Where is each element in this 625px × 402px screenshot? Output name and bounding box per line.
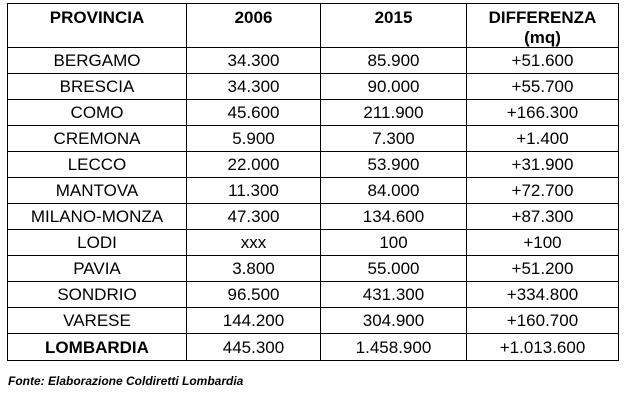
row-value-2006: 45.600 — [186, 99, 321, 126]
table-row: MILANO-MONZA 47.300 134.600 +87.300 — [7, 203, 619, 230]
row-difference: +166.300 — [466, 99, 619, 126]
total-value-2006: 445.300 — [186, 333, 321, 361]
total-difference: +1.013.600 — [466, 333, 619, 361]
row-value-2006: 47.300 — [186, 203, 321, 230]
row-value-2015: 84.000 — [320, 177, 467, 204]
row-provincia: MILANO-MONZA — [7, 203, 187, 230]
table-row: BRESCIA 34.300 90.000 +55.700 — [7, 73, 619, 100]
total-label: LOMBARDIA — [7, 333, 187, 361]
row-value-2015: 431.300 — [320, 281, 467, 308]
row-difference: +334.800 — [466, 281, 619, 308]
row-value-2006: xxx — [186, 229, 321, 256]
header-provincia: PROVINCIA — [7, 3, 187, 48]
row-value-2015: 85.900 — [320, 47, 467, 74]
row-value-2006: 5.900 — [186, 125, 321, 152]
greenhouse-area-table: PROVINCIA 2006 2015 DIFFERENZA (mq) BERG… — [7, 3, 619, 361]
row-provincia: SONDRIO — [7, 281, 187, 308]
row-provincia: LECCO — [7, 151, 187, 178]
total-value-2015: 1.458.900 — [320, 333, 467, 361]
row-provincia: VARESE — [7, 307, 187, 334]
row-difference: +1.400 — [466, 125, 619, 152]
table-row: BERGAMO 34.300 85.900 +51.600 — [7, 47, 619, 74]
row-value-2015: 55.000 — [320, 255, 467, 282]
row-value-2015: 7.300 — [320, 125, 467, 152]
row-value-2015: 90.000 — [320, 73, 467, 100]
row-difference: +160.700 — [466, 307, 619, 334]
row-difference: +100 — [466, 229, 619, 256]
row-value-2015: 304.900 — [320, 307, 467, 334]
row-provincia: BERGAMO — [7, 47, 187, 74]
total-row: LOMBARDIA 445.300 1.458.900 +1.013.600 — [7, 333, 619, 361]
row-value-2006: 11.300 — [186, 177, 321, 204]
source-note: Fonte: Elaborazione Coldiretti Lombardia — [8, 374, 244, 388]
row-difference: +55.700 — [466, 73, 619, 100]
row-value-2006: 3.800 — [186, 255, 321, 282]
row-value-2015: 134.600 — [320, 203, 467, 230]
row-provincia: LODI — [7, 229, 187, 256]
header-differenza-unit: (mq) — [524, 28, 561, 47]
row-difference: +51.200 — [466, 255, 619, 282]
row-value-2006: 22.000 — [186, 151, 321, 178]
header-row: PROVINCIA 2006 2015 DIFFERENZA (mq) — [7, 3, 619, 48]
row-difference: +72.700 — [466, 177, 619, 204]
header-differenza: DIFFERENZA (mq) — [466, 3, 619, 48]
table-row: PAVIA 3.800 55.000 +51.200 — [7, 255, 619, 282]
row-difference: +31.900 — [466, 151, 619, 178]
row-value-2015: 100 — [320, 229, 467, 256]
row-difference: +51.600 — [466, 47, 619, 74]
header-2015: 2015 — [320, 3, 467, 48]
table-row: MANTOVA 11.300 84.000 +72.700 — [7, 177, 619, 204]
row-provincia: BRESCIA — [7, 73, 187, 100]
row-value-2015: 53.900 — [320, 151, 467, 178]
row-difference: +87.300 — [466, 203, 619, 230]
header-differenza-label: DIFFERENZA — [488, 8, 597, 27]
table-row: COMO 45.600 211.900 +166.300 — [7, 99, 619, 126]
row-value-2006: 144.200 — [186, 307, 321, 334]
table-row: VARESE 144.200 304.900 +160.700 — [7, 307, 619, 334]
row-provincia: COMO — [7, 99, 187, 126]
table-row: LECCO 22.000 53.900 +31.900 — [7, 151, 619, 178]
table-row: CREMONA 5.900 7.300 +1.400 — [7, 125, 619, 152]
row-value-2006: 34.300 — [186, 73, 321, 100]
row-provincia: CREMONA — [7, 125, 187, 152]
row-value-2006: 34.300 — [186, 47, 321, 74]
row-value-2015: 211.900 — [320, 99, 467, 126]
row-value-2006: 96.500 — [186, 281, 321, 308]
row-provincia: PAVIA — [7, 255, 187, 282]
table-row: LODI xxx 100 +100 — [7, 229, 619, 256]
header-2006: 2006 — [186, 3, 321, 48]
row-provincia: MANTOVA — [7, 177, 187, 204]
table-row: SONDRIO 96.500 431.300 +334.800 — [7, 281, 619, 308]
